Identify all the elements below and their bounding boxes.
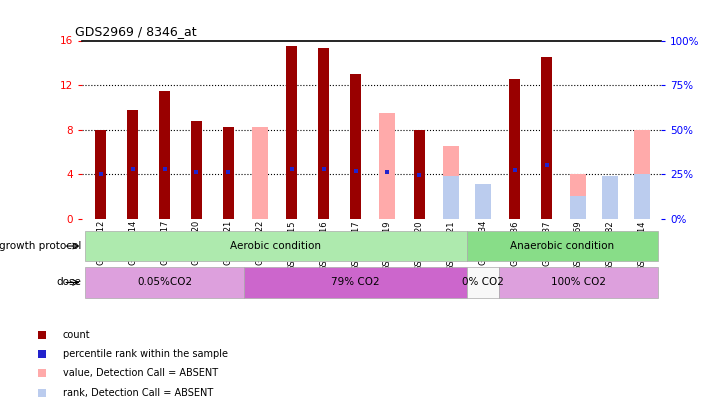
Bar: [570, 196, 587, 219]
Text: 0.05%CO2: 0.05%CO2: [137, 277, 192, 288]
Bar: [443, 177, 459, 219]
Text: growth protocol: growth protocol: [0, 241, 81, 251]
Text: Anaerobic condition: Anaerobic condition: [510, 241, 614, 251]
Bar: [85, 231, 467, 261]
Bar: [475, 184, 491, 219]
Bar: [467, 267, 499, 298]
Bar: [95, 130, 107, 219]
Bar: [509, 79, 520, 219]
Bar: [159, 91, 170, 219]
Text: value, Detection Call = ABSENT: value, Detection Call = ABSENT: [63, 369, 218, 378]
Bar: [318, 48, 329, 219]
Text: 0% CO2: 0% CO2: [462, 277, 504, 288]
Bar: [541, 57, 552, 219]
Bar: [414, 130, 425, 219]
Bar: [602, 177, 619, 219]
Bar: [634, 130, 650, 219]
Bar: [443, 146, 459, 219]
Text: rank, Detection Call = ABSENT: rank, Detection Call = ABSENT: [63, 388, 213, 398]
Text: 79% CO2: 79% CO2: [331, 277, 380, 288]
Bar: [467, 231, 658, 261]
Bar: [191, 121, 202, 219]
Text: Aerobic condition: Aerobic condition: [230, 241, 321, 251]
Text: percentile rank within the sample: percentile rank within the sample: [63, 349, 228, 359]
Text: count: count: [63, 330, 90, 339]
Bar: [287, 46, 297, 219]
Bar: [350, 74, 361, 219]
Text: 100% CO2: 100% CO2: [551, 277, 606, 288]
Bar: [570, 174, 587, 219]
Bar: [380, 113, 395, 219]
Bar: [127, 110, 138, 219]
Bar: [499, 267, 658, 298]
Bar: [475, 201, 491, 219]
Text: dose: dose: [56, 277, 81, 288]
Bar: [634, 174, 650, 219]
Bar: [602, 177, 619, 219]
Bar: [223, 128, 234, 219]
Bar: [252, 128, 268, 219]
Bar: [85, 267, 244, 298]
Bar: [244, 267, 467, 298]
Text: GDS2969 / 8346_at: GDS2969 / 8346_at: [75, 26, 196, 38]
